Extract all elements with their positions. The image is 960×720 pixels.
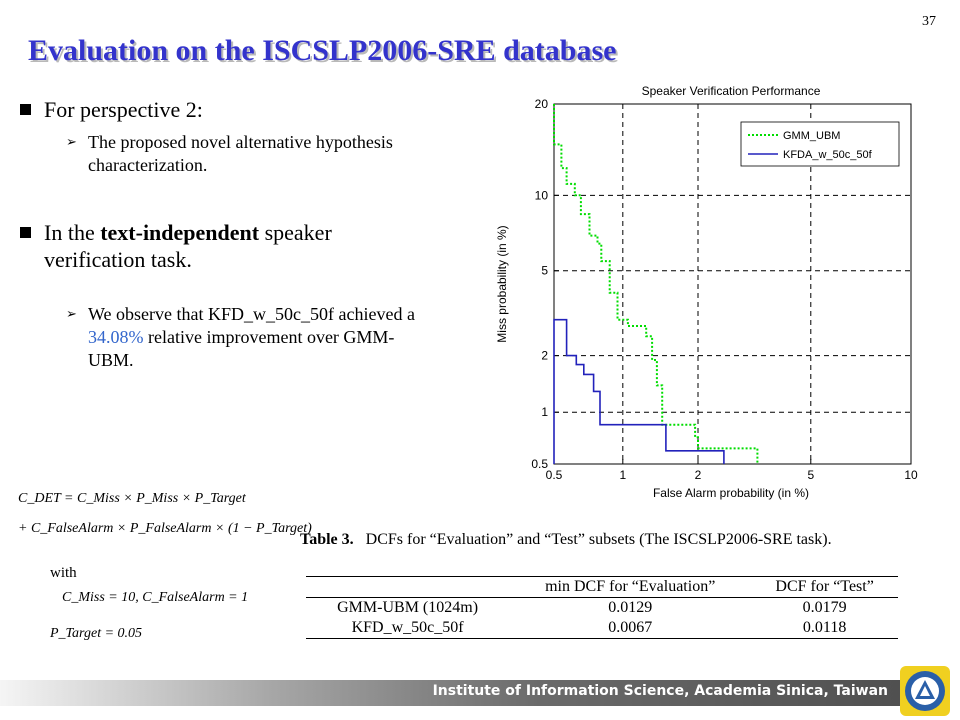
chart-series	[553, 104, 759, 464]
series-line-0	[553, 104, 759, 464]
table-cell: 0.0118	[751, 618, 898, 639]
table-cell: GMM-UBM (1024m)	[337, 599, 479, 616]
bullet-item: For perspective 2:	[20, 96, 430, 123]
table-header-cell: min DCF for “Evaluation”	[509, 576, 752, 598]
x-tick-label: 10	[904, 468, 918, 482]
table-caption-label: Table 3.	[300, 531, 354, 548]
formula-line-1: C_DET = C_Miss × P_Miss × P_Target	[18, 491, 246, 506]
sub-bullet-item: ➢ The proposed novel alternative hypothe…	[66, 131, 430, 177]
bullet-text-bold: text-independent	[100, 220, 260, 245]
dcf-formula: C_DET = C_Miss × P_Miss × P_Target + C_F…	[18, 484, 312, 544]
y-tick-label: 10	[535, 188, 549, 202]
plot-frame	[553, 103, 912, 465]
chart-legend: GMM_UBM KFDA_w_50c_50f	[740, 121, 900, 167]
chart-title: Speaker Verification Performance	[642, 84, 821, 98]
table-caption-text: DCFs for “Evaluation” and “Test” subsets…	[365, 531, 832, 548]
table-row: GMM-UBM (1024m) 0.0129 0.0179	[306, 598, 898, 619]
series-line-1	[553, 318, 725, 464]
arrow-bullet-icon: ➢	[66, 135, 77, 150]
institute-logo-icon	[900, 666, 950, 716]
y-tick-label: 20	[535, 97, 549, 111]
y-tick-label: 2	[541, 349, 548, 363]
x-tick-label: 2	[695, 468, 702, 482]
square-bullet-icon	[20, 104, 31, 115]
table-cell: 0.0067	[509, 618, 752, 639]
highlight-value: 34.08%	[88, 327, 144, 347]
det-chart: Speaker Verification Performance 0.5 1 2 5 1…	[486, 78, 926, 513]
chart-grid	[554, 104, 911, 464]
formula-line-3: C_Miss = 10, C_FalseAlarm = 1	[62, 590, 249, 605]
x-tick-label: 1	[619, 468, 626, 482]
table-cell: 0.0129	[608, 599, 653, 616]
x-axis-label: False Alarm probability (in %)	[653, 486, 809, 500]
sub-bullet-text: The proposed novel alternative hypothesi…	[88, 132, 393, 175]
bullet-text-pre: In the	[44, 220, 101, 245]
arrow-bullet-icon: ➢	[66, 307, 77, 322]
footer-bar	[0, 680, 900, 706]
square-bullet-icon	[20, 227, 31, 238]
bullet-text: In the text-independent speaker verifica…	[44, 219, 430, 273]
footer-text: Institute of Information Science, Academ…	[432, 683, 888, 699]
sub-bullet-text-post: relative improvement over GMM-UBM.	[88, 327, 395, 370]
dcf-table: min DCF for “Evaluation” DCF for “Test” …	[306, 576, 898, 639]
legend-box	[740, 121, 900, 167]
chart-ticks: 0.5 1 2 5 10 0.5 1 2 5 10 20	[531, 97, 918, 482]
x-tick-label: 5	[807, 468, 814, 482]
table-caption: Table 3. DCFs for “Evaluation” and “Test…	[300, 531, 832, 549]
bullet-text: For perspective 2:	[44, 97, 203, 122]
sub-bullet-item: ➢ We observe that KFD_w_50c_50f achieved…	[66, 303, 430, 372]
table-cell: 0.0179	[802, 599, 847, 616]
y-tick-label: 0.5	[531, 457, 548, 471]
bullet-list: For perspective 2: ➢ The proposed novel …	[20, 96, 430, 372]
legend-label-gmm: GMM_UBM	[783, 130, 840, 142]
slide-title: Evaluation on the ISCSLP2006-SRE databas…	[28, 34, 617, 67]
legend-label-kfda: KFDA_w_50c_50f	[783, 149, 873, 161]
formula-with-label: with	[50, 565, 77, 581]
y-tick-label: 1	[541, 405, 548, 419]
sub-bullet-text: We observe that KFD_w_50c_50f achieved a…	[88, 303, 430, 372]
bullet-item: In the text-independent speaker verifica…	[20, 219, 430, 273]
table-row: KFD_w_50c_50f 0.0067 0.0118	[306, 618, 898, 639]
page-number: 37	[922, 14, 936, 29]
bullet-text-post: speaker verification task.	[44, 220, 332, 272]
y-tick-label: 5	[541, 264, 548, 278]
det-chart-svg: Speaker Verification Performance 0.5 1 2 5 1…	[495, 84, 918, 500]
sub-bullet-text-pre: We observe that KFD_w_50c_50f achieved a	[88, 304, 415, 324]
formula-line-4: P_Target = 0.05	[50, 626, 143, 641]
formula-line-2: + C_FalseAlarm × P_FalseAlarm × (1 − P_T…	[18, 521, 312, 536]
table-header-cell	[306, 576, 510, 598]
y-axis-label: Miss probability (in %)	[495, 225, 509, 342]
table-header-cell: DCF for “Test”	[751, 576, 898, 598]
table-header-row: min DCF for “Evaluation” DCF for “Test”	[306, 576, 898, 598]
table-cell: KFD_w_50c_50f	[306, 618, 510, 639]
x-tick-label: 0.5	[546, 468, 563, 482]
